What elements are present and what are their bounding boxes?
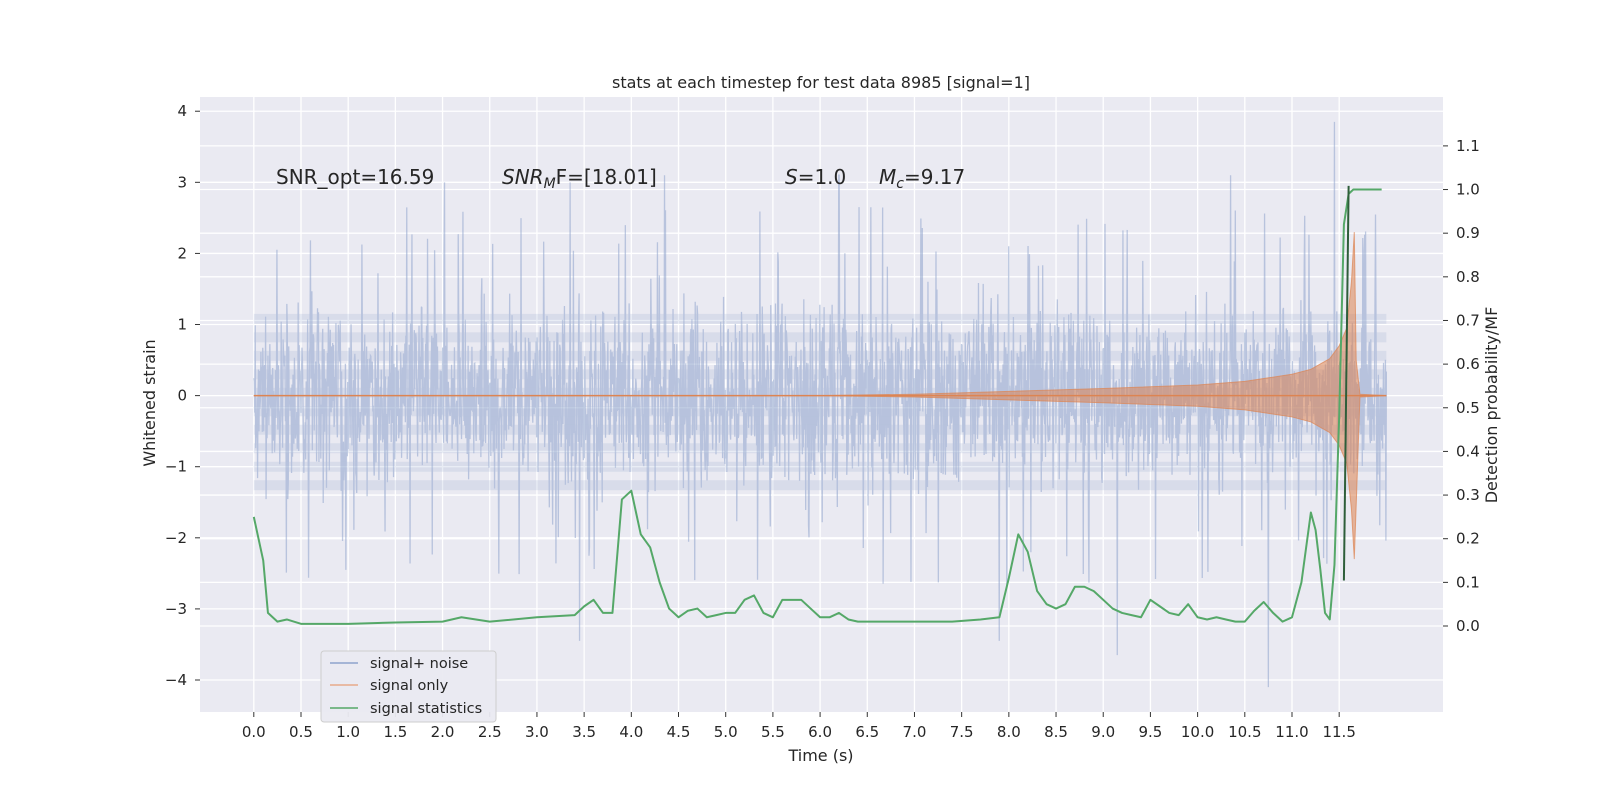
- signal-plus-noise-line: [253, 121, 1388, 688]
- left-y-tick-label: −4: [165, 671, 187, 689]
- merger-marker-line: [1342, 185, 1350, 581]
- x-tick-label: 3.5: [572, 723, 596, 741]
- x-tick-label: 4.0: [619, 723, 643, 741]
- left-y-tick-label: 3: [177, 173, 187, 191]
- signal-plus-noise-fill: [253, 350, 1387, 361]
- signal-plus-noise-fill: [253, 424, 1387, 435]
- left-y-tick-label: 0: [177, 387, 187, 405]
- right-y-tick-label: 0.3: [1456, 486, 1480, 504]
- x-tick-label: 6.0: [808, 723, 832, 741]
- signal-plus-noise-fill: [253, 480, 1387, 491]
- annotation-s: S=1.0: [785, 165, 846, 189]
- annotation-snr-mf: SNRMF=[18.01]: [502, 165, 657, 192]
- signal-plus-noise-fill: [253, 443, 1387, 454]
- right-y-tick-label: 0.0: [1456, 617, 1480, 635]
- right-y-tick-label: 1.1: [1456, 137, 1480, 155]
- left-y-tick-label: 1: [177, 316, 187, 334]
- right-y-axis: 1.1 1.0 0.9 0.8 0.7 0.6 0.5 0.4 0.3 0.2 0.1 0.0: [1443, 137, 1480, 635]
- x-tick-label: 11.5: [1322, 723, 1355, 741]
- x-tick-label: 1.5: [383, 723, 407, 741]
- x-tick-label: 7.0: [903, 723, 927, 741]
- annotation-snr-opt: SNR_opt=16.59: [276, 165, 434, 189]
- legend: signal+ noise signal only signal statist…: [320, 650, 497, 723]
- x-tick-label: 10.0: [1181, 723, 1214, 741]
- chart-title: stats at each timestep for test data 898…: [612, 73, 1030, 92]
- x-tick-label: 2.5: [478, 723, 502, 741]
- annotation-s-value: =1.0: [798, 165, 847, 189]
- x-tick-label: 4.5: [667, 723, 691, 741]
- annotation-mc-var: M: [879, 165, 896, 189]
- left-y-axis: 4 3 2 1 0 −1 −2 −3 −4: [165, 102, 200, 689]
- x-tick-label: 9.0: [1091, 723, 1115, 741]
- x-tick-label: 10.5: [1228, 723, 1261, 741]
- legend-label-signal-plus-noise: signal+ noise: [370, 656, 468, 672]
- x-tick-label: 5.5: [761, 723, 785, 741]
- x-axis: 0.0 0.5 1.0 1.5 2.0 2.5 3.0 3.5 4.0 4.5 5.0 5.5 6.0 6…: [242, 712, 1356, 741]
- signal-plus-noise-fill: [253, 406, 1387, 417]
- x-tick-label: 0.0: [242, 723, 266, 741]
- right-y-tick-label: 0.6: [1456, 355, 1480, 373]
- x-tick-label: 11.0: [1275, 723, 1308, 741]
- right-y-axis-label: Detection probability/MF: [1482, 307, 1501, 504]
- legend-label-signal-statistics: signal statistics: [370, 701, 482, 717]
- signal-plus-noise-fill: [253, 369, 1387, 380]
- signal-only-series: [253, 232, 1387, 560]
- signal-plus-noise-series: [253, 121, 1388, 688]
- right-y-tick-label: 0.9: [1456, 224, 1480, 242]
- left-y-tick-label: 2: [177, 244, 187, 262]
- x-tick-label: 2.0: [431, 723, 455, 741]
- left-y-tick-label: 4: [177, 102, 187, 120]
- legend-label-signal-only: signal only: [370, 678, 449, 694]
- left-y-tick-label: −3: [165, 600, 187, 618]
- right-y-tick-label: 0.7: [1456, 311, 1480, 329]
- signal-plus-noise-fill: [253, 313, 1387, 324]
- x-tick-label: 6.5: [855, 723, 879, 741]
- right-y-tick-label: 1.0: [1456, 181, 1480, 199]
- x-tick-label: 8.0: [997, 723, 1021, 741]
- x-tick-label: 7.5: [950, 723, 974, 741]
- x-tick-label: 8.5: [1044, 723, 1068, 741]
- right-y-tick-label: 0.2: [1456, 530, 1480, 548]
- signal-statistics-line: [252, 188, 1382, 625]
- annotation-snr-mf-base: SNR: [502, 165, 544, 189]
- annotation-snr-mf-rest: F=[18.01]: [556, 165, 657, 189]
- left-y-tick-label: −2: [165, 529, 187, 547]
- x-tick-label: 9.5: [1138, 723, 1162, 741]
- x-axis-label: Time (s): [787, 746, 853, 765]
- right-y-tick-label: 0.4: [1456, 442, 1480, 460]
- annotation-snr-mf-sub: M: [544, 176, 556, 192]
- right-y-tick-label: 0.5: [1456, 399, 1480, 417]
- annotation-mc-sub: c: [896, 176, 904, 192]
- x-tick-label: 1.0: [336, 723, 360, 741]
- annotation-s-var: S: [785, 165, 798, 189]
- annotation-mc: Mc=9.17: [879, 165, 965, 192]
- signal-plus-noise-fill: [253, 332, 1387, 343]
- x-tick-label: 5.0: [714, 723, 738, 741]
- x-tick-label: 0.5: [289, 723, 313, 741]
- signal-statistics-series: [252, 185, 1382, 625]
- left-y-tick-label: −1: [165, 458, 187, 476]
- annotation-mc-value: =9.17: [904, 165, 965, 189]
- signal-plus-noise-fill: [253, 461, 1387, 472]
- left-y-axis-label: Whitened strain: [140, 339, 159, 466]
- legend-box: [320, 650, 497, 723]
- signal-plus-noise-fill: [253, 387, 1387, 398]
- right-y-tick-label: 0.1: [1456, 573, 1480, 591]
- x-tick-label: 3.0: [525, 723, 549, 741]
- right-y-tick-label: 0.8: [1456, 268, 1480, 286]
